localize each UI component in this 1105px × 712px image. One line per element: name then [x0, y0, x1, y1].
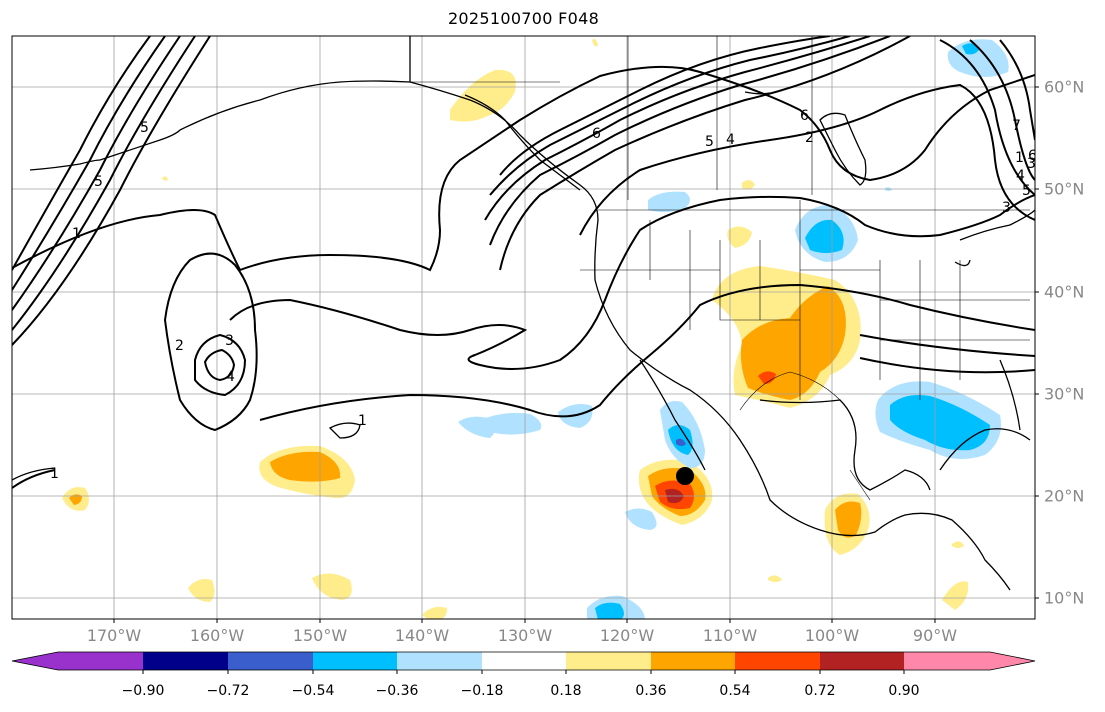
- latitude-label: 50°N: [1044, 179, 1085, 199]
- contour-label: 5: [1022, 183, 1031, 199]
- colorbar-segment: [482, 652, 566, 670]
- anomaly-positive-region: [952, 541, 964, 548]
- anomaly-positive-region: [188, 579, 215, 602]
- contour-label: 2: [175, 338, 184, 354]
- latitude-label: 20°N: [1044, 486, 1085, 506]
- colorbar-tick-label: −0.72: [206, 683, 250, 699]
- longitude-label: 100°W: [804, 626, 860, 645]
- colorbar-outline: [11, 651, 1036, 671]
- colorbar-segment: [397, 652, 482, 670]
- anomaly-positive-region: [758, 371, 776, 384]
- colorbar-tick-label: 0.90: [888, 683, 920, 699]
- longitude-label: 90°W: [912, 626, 958, 645]
- contour-label: 5: [705, 134, 714, 150]
- longitude-label: 140°W: [394, 626, 450, 645]
- anomaly-positive-region: [450, 69, 516, 122]
- contour-label: 4: [1016, 168, 1025, 184]
- contour-label: 2: [805, 130, 814, 146]
- anomaly-negative-region: [625, 508, 657, 530]
- storm-center-marker: [676, 467, 694, 485]
- contour-label: 6: [800, 108, 809, 124]
- contour-label: 5: [94, 174, 103, 190]
- anomaly-negative-region: [805, 219, 844, 253]
- latitude-label: 10°N: [1044, 588, 1085, 608]
- colorbar-segment: [566, 652, 651, 670]
- colorbar-tick-label: −0.54: [291, 683, 335, 699]
- map-title: 2025100700 F048: [447, 9, 600, 28]
- colorbar-tick-label: 0.18: [550, 683, 582, 699]
- colorbar-segment: [820, 652, 904, 670]
- anomaly-negative-region: [648, 191, 690, 213]
- map-frame: [11, 35, 1036, 620]
- latitude-label: 40°N: [1044, 282, 1085, 302]
- contour-label: 6: [592, 126, 601, 142]
- coastlines: [12, 36, 1035, 591]
- latitude-label: 60°N: [1044, 77, 1085, 97]
- anomaly-positive-region: [422, 606, 448, 619]
- colorbar-segment: [651, 652, 735, 670]
- longitude-label: 120°W: [599, 626, 655, 645]
- colorbar-segment: [735, 652, 820, 670]
- anomaly-negative-region: [480, 412, 542, 435]
- contour-label: 7: [1012, 118, 1021, 134]
- colorbar-tick-label: 0.72: [804, 683, 836, 699]
- state-borders: [410, 36, 1030, 501]
- contour-label: 3: [1002, 200, 1011, 216]
- anomaly-positive-region: [69, 494, 82, 505]
- axis-ticks: [113, 86, 1039, 623]
- contour-label: 1: [50, 466, 59, 482]
- contour-label: 1: [72, 226, 81, 242]
- anomaly-positive-region: [162, 176, 168, 181]
- height-contours: [12, 36, 1035, 489]
- contour-label: 5: [140, 120, 149, 136]
- anomaly-positive-region: [942, 581, 969, 610]
- colorbar-tick-label: 0.54: [719, 683, 751, 699]
- anomaly-positive-region: [835, 501, 862, 538]
- colorbar-segment: [143, 652, 228, 670]
- longitude-label: 130°W: [497, 626, 553, 645]
- anomaly-positive-region: [768, 575, 782, 582]
- anomaly-positive-region: [312, 573, 352, 600]
- anomaly-negative-region: [595, 602, 624, 619]
- longitude-label: 160°W: [189, 626, 245, 645]
- longitude-label: 110°W: [702, 626, 758, 645]
- colorbar-segment: [12, 652, 143, 670]
- anomaly-negative-region: [676, 438, 686, 446]
- longitude-label: 150°W: [292, 626, 348, 645]
- contour-label: 6: [1028, 148, 1037, 164]
- colorbar-segment: [313, 652, 397, 670]
- contour-labels: 5 1 2 3 4 5 6 1 2 3 1 4 5 6 7 1 3 4 5 6: [50, 108, 1037, 482]
- graticule: [12, 36, 1035, 619]
- contour-label: 4: [726, 132, 735, 148]
- contour-label: 3: [1027, 156, 1036, 172]
- contour-label: 1: [358, 413, 367, 429]
- latitude-label: 30°N: [1044, 384, 1085, 404]
- anomaly-positive-region: [592, 38, 598, 47]
- anomaly-positive-region: [727, 226, 752, 248]
- colorbar-segment: [228, 652, 313, 670]
- colorbar-ticks: [142, 670, 905, 674]
- colorbar-tick-label: 0.36: [635, 683, 667, 699]
- contour-label: 1: [1015, 150, 1024, 166]
- anomaly-negative-region: [890, 395, 990, 451]
- colorbar-tick-label: −0.36: [375, 683, 419, 699]
- longitude-label: 170°W: [86, 626, 142, 645]
- colorbar-tick-label: −0.18: [460, 683, 504, 699]
- contour-label: 3: [225, 333, 234, 349]
- contour-label: 4: [226, 369, 235, 385]
- anomaly-positive-region: [270, 451, 341, 482]
- colorbar-segment: [904, 652, 1035, 670]
- colorbar-tick-label: −0.90: [121, 683, 165, 699]
- anomaly-positive-region: [742, 179, 755, 190]
